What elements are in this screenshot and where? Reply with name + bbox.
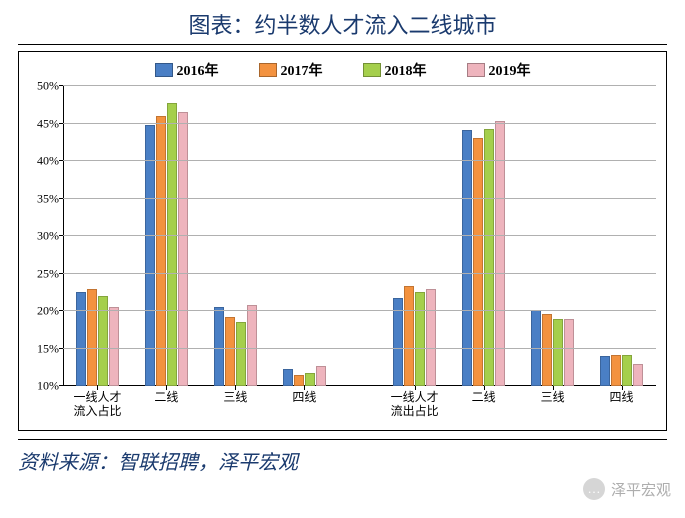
wechat-icon: … [583, 478, 605, 500]
bar [542, 314, 552, 386]
bar [611, 355, 621, 387]
gridline [63, 310, 656, 311]
bar-group [270, 86, 339, 386]
legend-swatch [467, 63, 485, 77]
x-label: 二线 [132, 388, 201, 428]
bar [247, 305, 257, 386]
legend-item: 2019年 [467, 60, 531, 80]
gridline [63, 235, 656, 236]
divider [18, 44, 667, 45]
bar-groups [63, 86, 656, 386]
y-tick: 40% [19, 154, 59, 169]
legend-swatch [259, 63, 277, 77]
bar [167, 103, 177, 387]
bar [76, 292, 86, 386]
source-text: 资料来源：智联招聘，泽平宏观 [18, 439, 667, 475]
gridline [63, 123, 656, 124]
chart-area: 2016年2017年2018年2019年 10%15%20%25%30%35%4… [18, 51, 667, 431]
y-tick: 45% [19, 116, 59, 131]
y-tick: 50% [19, 79, 59, 94]
x-label: 一线人才流出占比 [380, 388, 449, 428]
y-tick: 35% [19, 191, 59, 206]
bar [225, 317, 235, 386]
x-label: 三线 [518, 388, 587, 428]
legend-label: 2016年 [177, 60, 219, 80]
legend-swatch [155, 63, 173, 77]
bar-group [449, 86, 518, 386]
bar [156, 116, 166, 386]
y-tick: 20% [19, 304, 59, 319]
bar [553, 319, 563, 387]
legend: 2016年 2017年 2018年 2019年 [19, 60, 666, 80]
bar [404, 286, 414, 386]
y-tick: 25% [19, 266, 59, 281]
y-tick: 15% [19, 341, 59, 356]
legend-item: 2017年 [259, 60, 323, 80]
bar [564, 319, 574, 387]
bar [283, 369, 293, 386]
bar [473, 138, 483, 386]
watermark-text: 泽平宏观 [611, 479, 671, 500]
gridline [63, 273, 656, 274]
bar [622, 355, 632, 387]
x-label: 一线人才流入占比 [63, 388, 132, 428]
bar [305, 373, 315, 387]
x-label: 三线 [201, 388, 270, 428]
x-label: 四线 [587, 388, 656, 428]
bar [236, 322, 246, 386]
gridline [63, 348, 656, 349]
legend-item: 2016年 [155, 60, 219, 80]
bar [87, 289, 97, 387]
legend-label: 2018年 [385, 60, 427, 80]
bar [316, 366, 326, 386]
x-labels: 一线人才流入占比二线三线四线一线人才流出占比二线三线四线 [63, 388, 656, 428]
bar-group [380, 86, 449, 386]
x-label: 二线 [449, 388, 518, 428]
gridline [63, 198, 656, 199]
watermark: … 泽平宏观 [583, 478, 671, 500]
bar-group [518, 86, 587, 386]
y-tick: 30% [19, 229, 59, 244]
legend-swatch [363, 63, 381, 77]
legend-label: 2017年 [281, 60, 323, 80]
bar-group [587, 86, 656, 386]
bar [600, 356, 610, 386]
plot-area: 10%15%20%25%30%35%40%45%50% [63, 86, 656, 386]
y-tick: 10% [19, 379, 59, 394]
bar-group [63, 86, 132, 386]
bar [415, 292, 425, 387]
gridline [63, 85, 656, 86]
chart-title: 图表：约半数人才流入二线城市 [0, 0, 685, 44]
bar-group [201, 86, 270, 386]
bar [426, 289, 436, 386]
bar [294, 375, 304, 386]
legend-item: 2018年 [363, 60, 427, 80]
legend-label: 2019年 [489, 60, 531, 80]
gridline [63, 160, 656, 161]
x-label: 四线 [270, 388, 339, 428]
bar-group [132, 86, 201, 386]
bar [178, 112, 188, 386]
bar [633, 364, 643, 386]
